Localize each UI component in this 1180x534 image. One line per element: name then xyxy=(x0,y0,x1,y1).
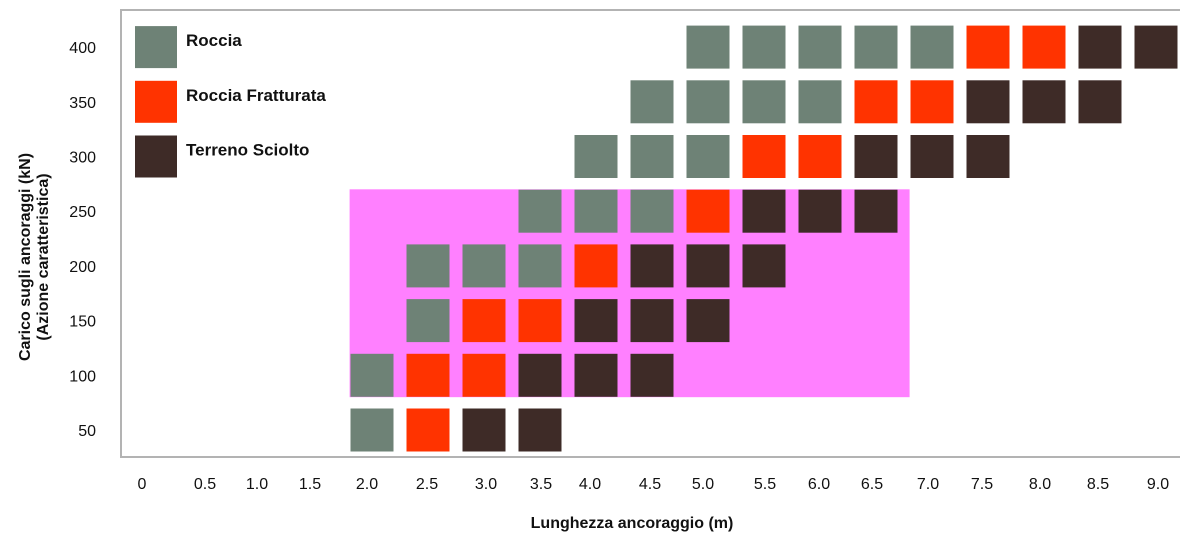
x-tick-label: 6.0 xyxy=(808,476,830,493)
cell-250-3.5 xyxy=(518,189,562,233)
cell-200-4.5 xyxy=(630,244,674,288)
cell-150-3.5 xyxy=(518,299,562,343)
cell-400-6.5 xyxy=(854,25,898,69)
cell-100-3.0 xyxy=(462,353,506,397)
axes xyxy=(120,9,1180,458)
x-tick-label: 2.0 xyxy=(356,476,378,493)
legend-swatch-T xyxy=(135,135,177,178)
cell-150-4.5 xyxy=(630,299,674,343)
x-tick-label: 5.0 xyxy=(692,476,714,493)
cell-150-5.0 xyxy=(686,299,730,343)
cell-300-4.5 xyxy=(630,135,674,178)
cell-350-7.0 xyxy=(910,80,954,124)
y-axis-label: Carico sugli ancoraggi (kN) (Azione cara… xyxy=(17,153,52,361)
cell-250-5.5 xyxy=(742,189,786,233)
x-tick-label: 0.5 xyxy=(194,476,216,493)
cell-250-6.0 xyxy=(798,189,842,233)
cell-100-2.5 xyxy=(406,353,450,397)
cell-250-6.5 xyxy=(854,189,898,233)
cell-250-4.0 xyxy=(574,189,618,233)
y-tick-label: 300 xyxy=(69,150,96,167)
x-tick-label: 0 xyxy=(138,476,147,493)
cell-350-5.0 xyxy=(686,80,730,124)
cells xyxy=(350,25,1178,452)
cell-400-7.5 xyxy=(966,25,1010,69)
cell-200-2.5 xyxy=(406,244,450,288)
cell-300-4.0 xyxy=(574,135,618,178)
x-tick-label: 4.0 xyxy=(579,476,601,493)
y-tick-label: 200 xyxy=(69,259,96,276)
legend-swatch-F xyxy=(135,80,177,123)
cell-400-5.0 xyxy=(686,25,730,69)
cell-200-5.5 xyxy=(742,244,786,288)
x-tick-label: 1.5 xyxy=(299,476,321,493)
legend: Roccia Roccia Fratturata Terreno Sciolto xyxy=(135,26,326,178)
x-tick-label: 7.5 xyxy=(971,476,993,493)
cell-400-9.0 xyxy=(1134,25,1178,69)
cell-400-5.5 xyxy=(742,25,786,69)
cell-100-3.5 xyxy=(518,353,562,397)
cell-100-4.5 xyxy=(630,353,674,397)
cell-350-8.0 xyxy=(1022,80,1066,124)
cell-400-8.5 xyxy=(1078,25,1122,69)
cell-200-3.0 xyxy=(462,244,506,288)
x-tick-label: 3.5 xyxy=(530,476,552,493)
cell-400-8.0 xyxy=(1022,25,1066,69)
cell-350-5.5 xyxy=(742,80,786,124)
y-axis-label-line-1: Carico sugli ancoraggi (kN) xyxy=(17,153,34,361)
x-tick-label: 9.0 xyxy=(1147,476,1169,493)
x-tick-label: 8.0 xyxy=(1029,476,1051,493)
legend-label: Roccia xyxy=(186,31,242,50)
y-tick-label: 400 xyxy=(69,40,96,57)
y-tick-label: 50 xyxy=(78,423,96,440)
cell-300-5.0 xyxy=(686,135,730,178)
x-tick-label: 6.5 xyxy=(861,476,883,493)
cell-400-6.0 xyxy=(798,25,842,69)
cell-350-6.5 xyxy=(854,80,898,124)
legend-swatch-R xyxy=(135,26,177,69)
x-tick-label: 1.0 xyxy=(246,476,268,493)
y-tick-label: 350 xyxy=(69,95,96,112)
cell-100-4.0 xyxy=(574,353,618,397)
y-tick-label: 250 xyxy=(69,204,96,221)
y-axis-label-line-2: (Azione caratteristica) xyxy=(35,173,52,340)
legend-label: Terreno Sciolto xyxy=(186,141,309,160)
cell-200-4.0 xyxy=(574,244,618,288)
cell-250-5.0 xyxy=(686,189,730,233)
tick-labels: 0 0.5 1.0 1.5 2.0 2.5 3.0 3.5 4.0 4.5 5.0 5.5 6.0 6.5… xyxy=(69,40,1169,493)
cell-300-6.5 xyxy=(854,135,898,178)
x-tick-label: 3.0 xyxy=(475,476,497,493)
x-tick-label: 4.5 xyxy=(639,476,661,493)
cell-350-6.0 xyxy=(798,80,842,124)
cell-350-7.5 xyxy=(966,80,1010,124)
cell-300-7.5 xyxy=(966,135,1010,178)
x-tick-label: 5.5 xyxy=(754,476,776,493)
y-tick-label: 100 xyxy=(69,368,96,385)
cell-50-3.5 xyxy=(518,408,562,452)
cell-300-5.5 xyxy=(742,135,786,178)
cell-50-2.5 xyxy=(406,408,450,452)
cell-200-3.5 xyxy=(518,244,562,288)
cell-400-7.0 xyxy=(910,25,954,69)
x-tick-label: 8.5 xyxy=(1087,476,1109,493)
cell-150-4.0 xyxy=(574,299,618,343)
x-tick-label: 2.5 xyxy=(416,476,438,493)
cell-50-2.0 xyxy=(350,408,394,452)
cell-300-6.0 xyxy=(798,135,842,178)
x-tick-label: 7.0 xyxy=(917,476,939,493)
x-axis-label: Lunghezza ancoraggio (m) xyxy=(531,515,734,532)
cell-150-2.5 xyxy=(406,299,450,343)
cell-250-4.5 xyxy=(630,189,674,233)
cell-300-7.0 xyxy=(910,135,954,178)
cell-150-3.0 xyxy=(462,299,506,343)
cell-50-3.0 xyxy=(462,408,506,452)
cell-350-8.5 xyxy=(1078,80,1122,124)
y-tick-label: 150 xyxy=(69,314,96,331)
cell-200-5.0 xyxy=(686,244,730,288)
cell-350-4.5 xyxy=(630,80,674,124)
legend-label: Roccia Fratturata xyxy=(186,86,326,105)
cell-100-2.0 xyxy=(350,353,394,397)
